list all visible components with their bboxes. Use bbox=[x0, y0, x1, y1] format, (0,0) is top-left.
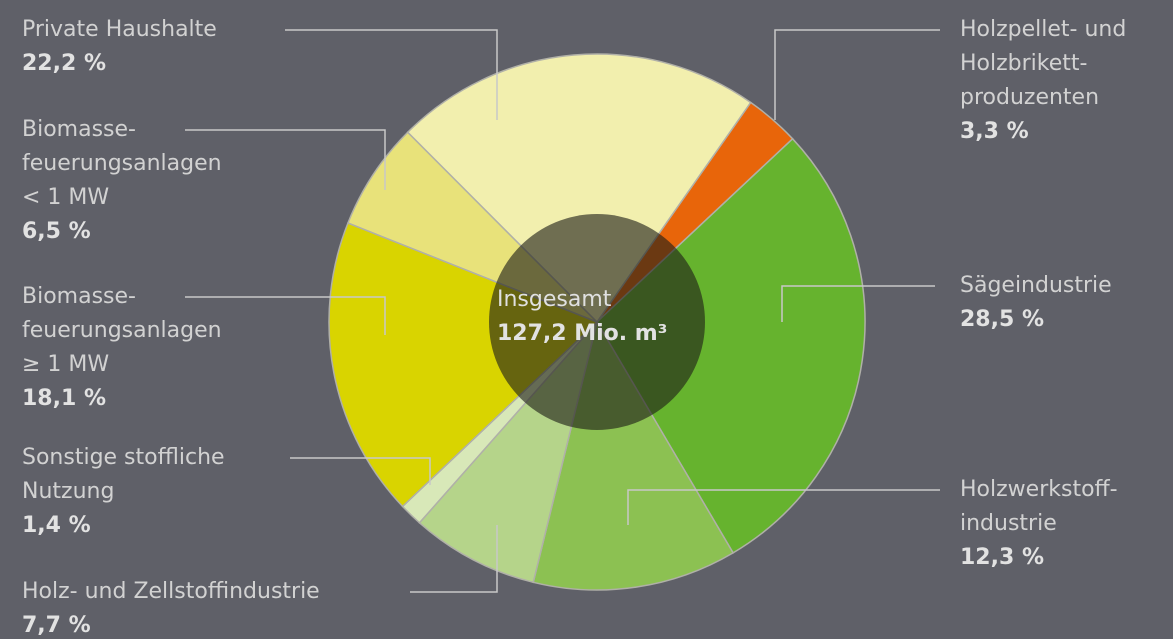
slice-label: Biomasse- feuerungsanlagen ≥ 1 MW 18,1 % bbox=[22, 280, 222, 416]
leader-line bbox=[290, 457, 431, 485]
value-label: 6,5 % bbox=[22, 219, 91, 244]
value-label: 1,4 % bbox=[22, 513, 91, 538]
leader-line bbox=[781, 285, 935, 322]
slice-label: Biomasse- feuerungsanlagen < 1 MW 6,5 % bbox=[22, 113, 222, 249]
slice-label: Holzwerkstoff- industrie 12,3 % bbox=[960, 473, 1118, 575]
category-label: Holz- und Zellstoffindustrie bbox=[22, 579, 320, 604]
category-label: Sägeindustrie bbox=[960, 273, 1112, 298]
category-label: Biomasse- feuerungsanlagen < 1 MW bbox=[22, 117, 222, 210]
leader-line bbox=[185, 129, 386, 190]
center-label: Insgesamt bbox=[497, 287, 612, 312]
center-text: Insgesamt 127,2 Mio. m³ bbox=[497, 283, 697, 351]
leader-line bbox=[774, 29, 940, 120]
pie-slice bbox=[596, 137, 866, 554]
value-label: 18,1 % bbox=[22, 386, 106, 411]
slice-label: Holz- und Zellstoffindustrie 7,7 % bbox=[22, 575, 320, 639]
slice-label: Sonstige stoffliche Nutzung 1,4 % bbox=[22, 441, 225, 543]
value-label: 12,3 % bbox=[960, 545, 1044, 570]
leader-line bbox=[285, 29, 498, 120]
center-value: 127,2 Mio. m³ bbox=[497, 321, 668, 346]
leader-line bbox=[627, 489, 940, 525]
pie-slice bbox=[328, 222, 599, 508]
value-label: 3,3 % bbox=[960, 119, 1029, 144]
slice-label: Private Haushalte 22,2 % bbox=[22, 13, 217, 81]
pie-slice bbox=[406, 53, 752, 324]
center-hole bbox=[489, 214, 705, 430]
value-label: 22,2 % bbox=[22, 51, 106, 76]
value-label: 7,7 % bbox=[22, 613, 91, 638]
category-label: Private Haushalte bbox=[22, 17, 217, 42]
value-label: 28,5 % bbox=[960, 307, 1044, 332]
category-label: Sonstige stoffliche Nutzung bbox=[22, 445, 225, 504]
category-label: Holzpellet- und Holzbrikett- produzenten bbox=[960, 17, 1127, 110]
category-label: Holzwerkstoff- industrie bbox=[960, 477, 1118, 536]
category-label: Biomasse- feuerungsanlagen ≥ 1 MW bbox=[22, 284, 222, 377]
slice-label: Sägeindustrie 28,5 % bbox=[960, 269, 1112, 337]
slice-label: Holzpellet- und Holzbrikett- produzenten… bbox=[960, 13, 1126, 149]
leader-line bbox=[185, 296, 386, 335]
leader-line bbox=[410, 525, 498, 593]
